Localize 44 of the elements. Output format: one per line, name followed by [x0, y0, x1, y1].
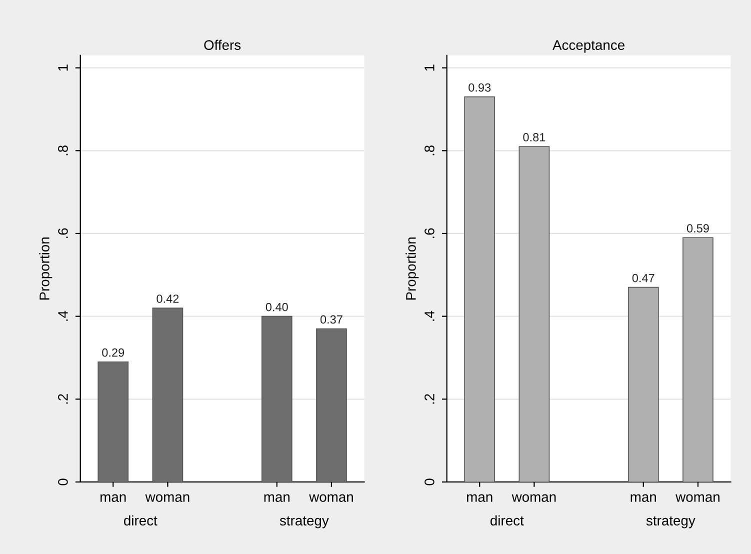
y-tick-label: 0 [424, 478, 434, 486]
chart-title: Acceptance [552, 40, 624, 53]
data-label: 0.42 [156, 294, 179, 303]
bar [152, 308, 184, 482]
y-axis-title: Proportion [39, 238, 52, 300]
x-tick-label: woman [309, 494, 353, 502]
data-label: 0.59 [686, 224, 709, 233]
x-tick-label: woman [676, 494, 720, 502]
bar [261, 316, 292, 482]
x-tick-label: woman [145, 494, 190, 502]
y-tick-label: .4 [58, 310, 68, 321]
data-label: 0.37 [320, 315, 342, 324]
text: strategy [280, 516, 329, 528]
data-label: 0.93 [468, 83, 491, 92]
y-tick-label: .6 [58, 228, 68, 238]
bar [98, 361, 129, 482]
chart-title: Offers [204, 40, 241, 50]
y-tick-label: .6 [424, 228, 434, 238]
y-tick-label: 1 [424, 64, 434, 71]
data-label: 0.81 [523, 133, 546, 142]
bar [628, 286, 659, 482]
bar [682, 237, 714, 482]
data-label: 0.40 [266, 302, 288, 312]
x-tick-label: man [630, 494, 656, 502]
x-tick-label: woman [512, 494, 556, 502]
y-tick-label: .4 [424, 310, 434, 321]
y-tick-label: .2 [424, 394, 434, 404]
bar [316, 328, 347, 482]
data-label: 0.29 [102, 348, 124, 357]
text: direct [490, 515, 524, 526]
y-tick-label: .8 [424, 145, 434, 156]
y-tick-label: 0 [58, 478, 68, 486]
data-label: 0.47 [632, 274, 654, 282]
y-tick-label: 1 [58, 64, 68, 71]
bar [518, 146, 550, 482]
y-tick-label: .2 [58, 394, 68, 404]
y-axis-title: Proportion [406, 238, 419, 300]
text: direct [124, 515, 158, 526]
bar [464, 96, 496, 482]
y-tick-label: .8 [58, 145, 68, 156]
x-tick-label: man [100, 494, 126, 502]
x-tick-label: man [467, 494, 492, 502]
text: strategy [646, 516, 696, 528]
x-tick-label: man [264, 494, 290, 502]
